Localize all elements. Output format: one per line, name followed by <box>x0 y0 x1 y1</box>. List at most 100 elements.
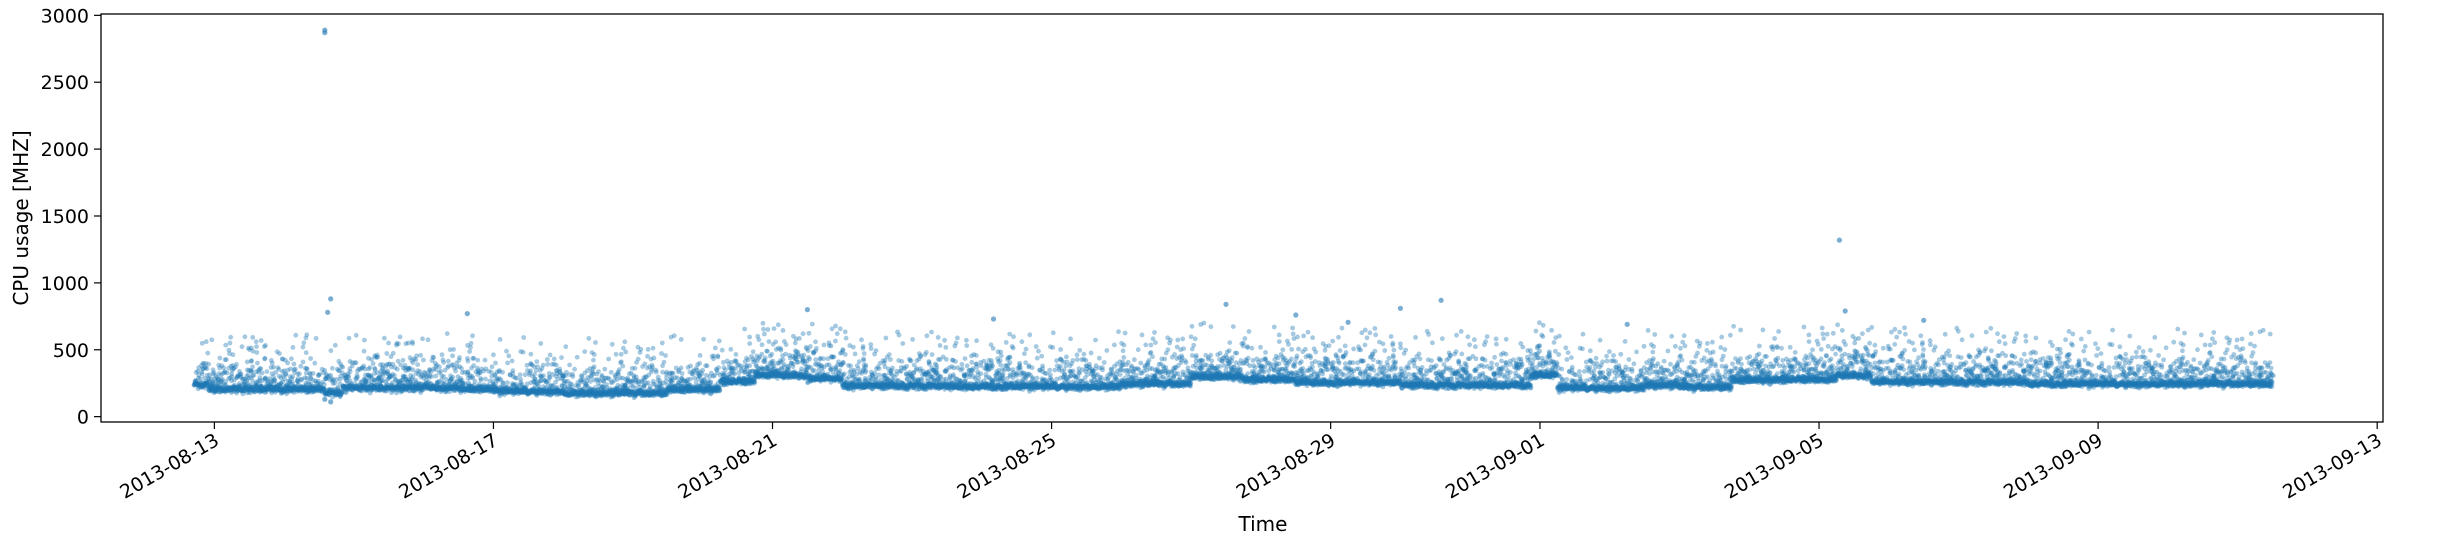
data-point <box>437 364 442 370</box>
data-point <box>609 341 615 347</box>
data-point <box>888 357 893 362</box>
data-point <box>973 353 979 358</box>
data-point <box>249 358 255 364</box>
data-point <box>659 340 665 346</box>
data-point <box>212 384 218 390</box>
data-point <box>229 374 235 379</box>
data-point <box>420 336 425 342</box>
data-point <box>431 355 436 361</box>
data-point <box>651 355 657 361</box>
data-point <box>964 337 969 343</box>
data-point <box>775 322 781 328</box>
data-point <box>192 380 198 385</box>
data-point <box>207 372 212 378</box>
data-point <box>650 345 656 351</box>
data-point <box>213 379 219 384</box>
data-point <box>671 333 677 339</box>
data-point <box>637 350 643 355</box>
data-point <box>216 383 221 389</box>
data-point <box>764 348 770 354</box>
data-point <box>935 335 941 340</box>
data-point <box>861 356 866 362</box>
data-point <box>663 353 668 358</box>
data-point <box>813 357 819 363</box>
data-point <box>572 366 577 372</box>
data-point <box>203 339 209 345</box>
data-point <box>218 380 224 385</box>
data-point <box>216 389 222 395</box>
data-point <box>520 349 526 355</box>
data-point <box>230 363 236 368</box>
data-point <box>224 386 230 391</box>
data-point <box>217 388 223 394</box>
data-point <box>1074 352 1080 358</box>
data-point <box>483 376 488 382</box>
data-point <box>716 365 721 370</box>
data-point <box>632 365 638 371</box>
data-point <box>232 377 237 383</box>
data-point <box>221 387 227 393</box>
data-point <box>222 388 227 393</box>
data-point <box>202 383 207 389</box>
data-point <box>271 377 277 382</box>
data-point <box>837 326 843 332</box>
data-point <box>429 374 434 379</box>
data-point <box>843 335 849 341</box>
data-point <box>888 368 894 374</box>
data-point <box>293 366 298 372</box>
data-point <box>959 366 965 372</box>
data-point <box>230 383 236 389</box>
data-point <box>397 334 403 340</box>
data-point <box>521 335 527 340</box>
data-point <box>230 352 236 358</box>
data-point <box>582 349 588 354</box>
data-point <box>1034 355 1040 361</box>
data-point <box>193 381 199 386</box>
data-point <box>340 364 346 370</box>
data-point <box>227 375 233 381</box>
data-point <box>214 383 219 389</box>
data-point <box>990 346 996 351</box>
data-point <box>262 355 268 361</box>
data-point <box>258 366 264 371</box>
data-point <box>747 334 752 340</box>
data-point <box>198 385 204 390</box>
data-point <box>224 370 230 376</box>
data-point <box>217 355 223 361</box>
data-point <box>964 343 970 348</box>
data-point <box>493 360 498 366</box>
data-point <box>1023 346 1029 352</box>
data-point <box>201 381 207 386</box>
data-point <box>209 376 214 382</box>
data-point <box>962 356 968 361</box>
data-point <box>195 381 200 387</box>
data-point <box>635 356 641 362</box>
data-point <box>886 352 892 357</box>
data-point <box>229 371 235 377</box>
data-point <box>211 388 217 394</box>
data-point <box>653 369 659 375</box>
data-point <box>221 365 227 371</box>
data-point <box>199 371 205 377</box>
data-point <box>728 346 734 352</box>
data-point <box>593 340 598 345</box>
data-point <box>226 385 232 391</box>
data-point <box>228 390 234 395</box>
data-points <box>191 27 2276 405</box>
data-point <box>780 357 786 362</box>
data-point <box>382 335 387 341</box>
data-point <box>285 360 291 366</box>
data-point <box>293 332 299 338</box>
data-point <box>242 334 248 340</box>
data-point <box>211 381 216 387</box>
data-point <box>210 388 216 393</box>
data-point <box>553 362 559 368</box>
data-point <box>876 366 882 371</box>
data-point <box>574 354 580 360</box>
data-point <box>202 381 208 387</box>
data-point <box>645 347 651 352</box>
data-point <box>233 364 238 370</box>
data-point <box>852 351 858 357</box>
data-point <box>291 361 297 367</box>
data-point <box>207 379 212 385</box>
